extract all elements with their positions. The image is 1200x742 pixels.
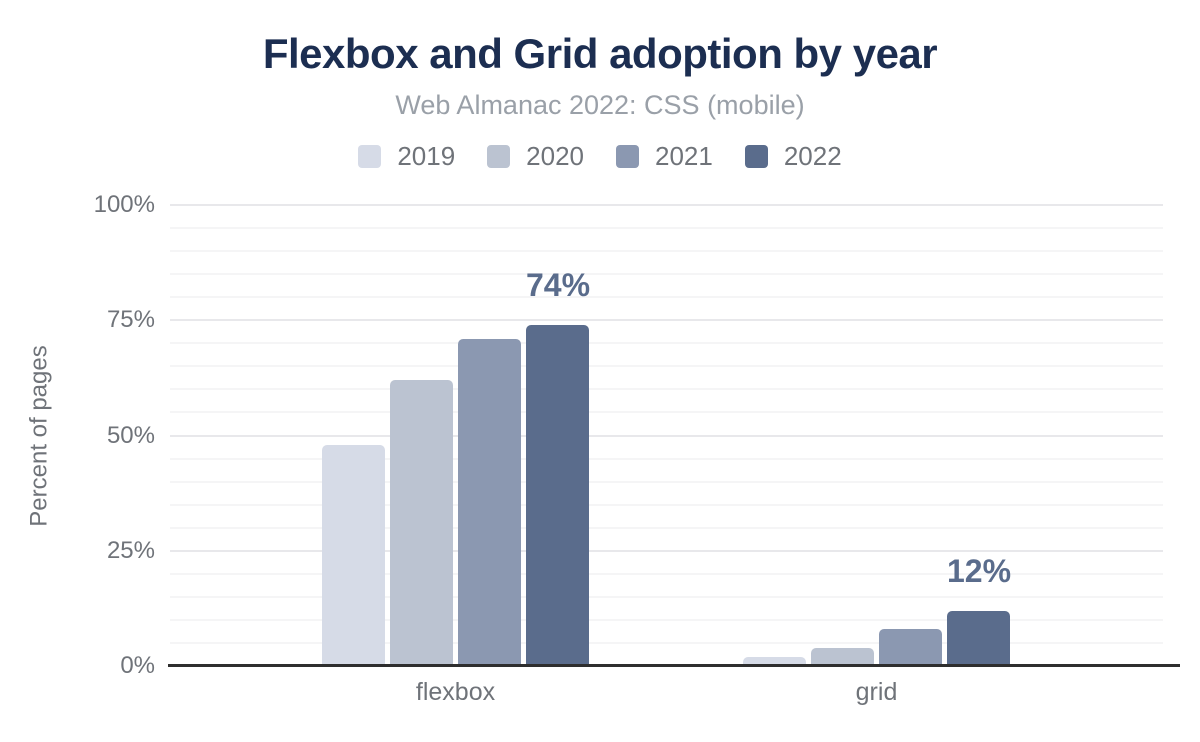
legend-label-2020: 2020 (526, 141, 584, 171)
legend-swatch-2020 (487, 145, 511, 168)
bar-group-flexbox (322, 324, 589, 666)
legend-item-2022: 2022 (744, 141, 842, 172)
gridline-40 (170, 480, 1163, 483)
gridline-30 (170, 526, 1163, 529)
y-tick-label-100: 100% (93, 191, 155, 218)
gridline-35 (170, 503, 1163, 506)
bar-2021-grid (879, 629, 942, 666)
legend-item-2019: 2019 (358, 141, 455, 172)
bar-2019-grid (743, 656, 806, 666)
y-axis-ticks: 0% 25% 50% 75% 100% (0, 193, 155, 678)
chart-title: Flexbox and Grid adoption by year (262, 30, 938, 77)
legend-label-2021: 2021 (655, 141, 713, 171)
chart-legend: 2019 2020 2021 2022 (0, 141, 1200, 172)
legend-item-2020: 2020 (487, 141, 584, 172)
gridline-15 (170, 595, 1163, 598)
gridline-85 (170, 273, 1163, 276)
gridline-55 (170, 411, 1163, 414)
value-label-grid: 12% (947, 552, 1012, 589)
legend-label-2019: 2019 (397, 141, 456, 171)
x-label-flexbox: flexbox (415, 678, 496, 706)
x-axis-line (168, 664, 1180, 667)
legend-swatch-2022 (744, 145, 768, 168)
legend-item-2021: 2021 (616, 141, 713, 172)
bar-2021-flexbox (458, 338, 521, 666)
gridline-60 (170, 388, 1163, 391)
y-tick-label-25: 25% (106, 536, 155, 564)
value-label-flexbox: 74% (526, 266, 591, 303)
gridline-45 (170, 457, 1163, 460)
y-tick-label-0: 0% (120, 652, 155, 679)
legend-label-2022: 2022 (783, 141, 842, 171)
gridline-25 (170, 549, 1163, 552)
x-label-grid: grid (855, 678, 898, 706)
plot-area: 74% 12% (170, 204, 1175, 666)
gridline-80 (170, 296, 1163, 299)
bar-2019-flexbox (322, 444, 385, 666)
gridline-65 (170, 365, 1163, 368)
gridline-5 (170, 641, 1163, 644)
gridline-100 (170, 204, 1163, 206)
legend-swatch-2021 (616, 145, 639, 168)
bar-2022-flexbox (526, 324, 589, 666)
gridline-10 (170, 618, 1163, 621)
legend-swatch-2019 (358, 145, 382, 168)
bar-2022-grid (947, 610, 1010, 666)
chart-subtitle: Web Almanac 2022: CSS (mobile) (395, 90, 805, 120)
bar-group-grid (743, 610, 1010, 666)
gridline-95 (170, 227, 1163, 230)
y-tick-label-50: 50% (106, 421, 155, 449)
gridline-70 (170, 342, 1163, 345)
bar-2020-flexbox (390, 380, 453, 666)
gridline-20 (170, 572, 1163, 575)
gridline-90 (170, 250, 1163, 253)
bar-2020-grid (811, 647, 874, 666)
y-tick-label-75: 75% (106, 306, 155, 334)
gridline-50 (170, 434, 1163, 437)
gridline-75 (170, 319, 1163, 322)
